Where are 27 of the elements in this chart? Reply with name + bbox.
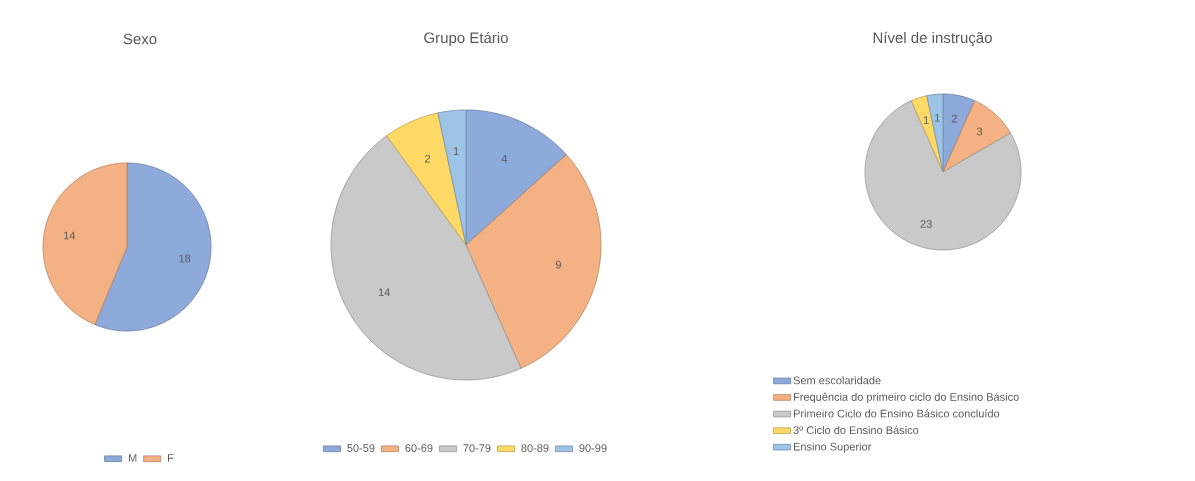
data-label: 2 bbox=[425, 154, 431, 163]
legend-label: 3º Ciclo do Ensino Básico bbox=[793, 425, 919, 435]
legend-label: 90-99 bbox=[579, 444, 607, 452]
legend-label: 60-69 bbox=[405, 444, 433, 452]
legend-label: Ensino Superior bbox=[793, 442, 872, 453]
data-label: 9 bbox=[555, 260, 561, 269]
legend-label: Frequência do primeiro ciclo do Ensino Básico bbox=[793, 392, 1019, 404]
legend-label: Sem escolaridade bbox=[793, 376, 881, 385]
data-label: 14 bbox=[378, 288, 390, 297]
legend-label: Primeiro Ciclo do Ensino Básico concluído bbox=[793, 409, 1000, 418]
data-label: 1 bbox=[935, 113, 940, 122]
legend-label: 70-79 bbox=[463, 444, 491, 452]
chart-title: Grupo Etário bbox=[424, 31, 508, 47]
data-label: 4 bbox=[501, 154, 508, 163]
data-label: 14 bbox=[64, 231, 76, 240]
data-label: 18 bbox=[179, 254, 191, 263]
data-label: 2 bbox=[951, 114, 957, 123]
data-label: 3 bbox=[976, 127, 983, 136]
chart-title: Sexo bbox=[123, 33, 157, 45]
chart-title: Nível de instrução bbox=[873, 31, 992, 47]
data-label: 1 bbox=[453, 147, 459, 155]
data-label: 1 bbox=[923, 116, 929, 124]
legend-label: 50-59 bbox=[347, 444, 375, 452]
legend-label: 80-89 bbox=[521, 444, 549, 452]
data-label: 23 bbox=[920, 220, 932, 228]
legend-label: M bbox=[128, 454, 137, 462]
legend-label: F bbox=[168, 454, 174, 462]
